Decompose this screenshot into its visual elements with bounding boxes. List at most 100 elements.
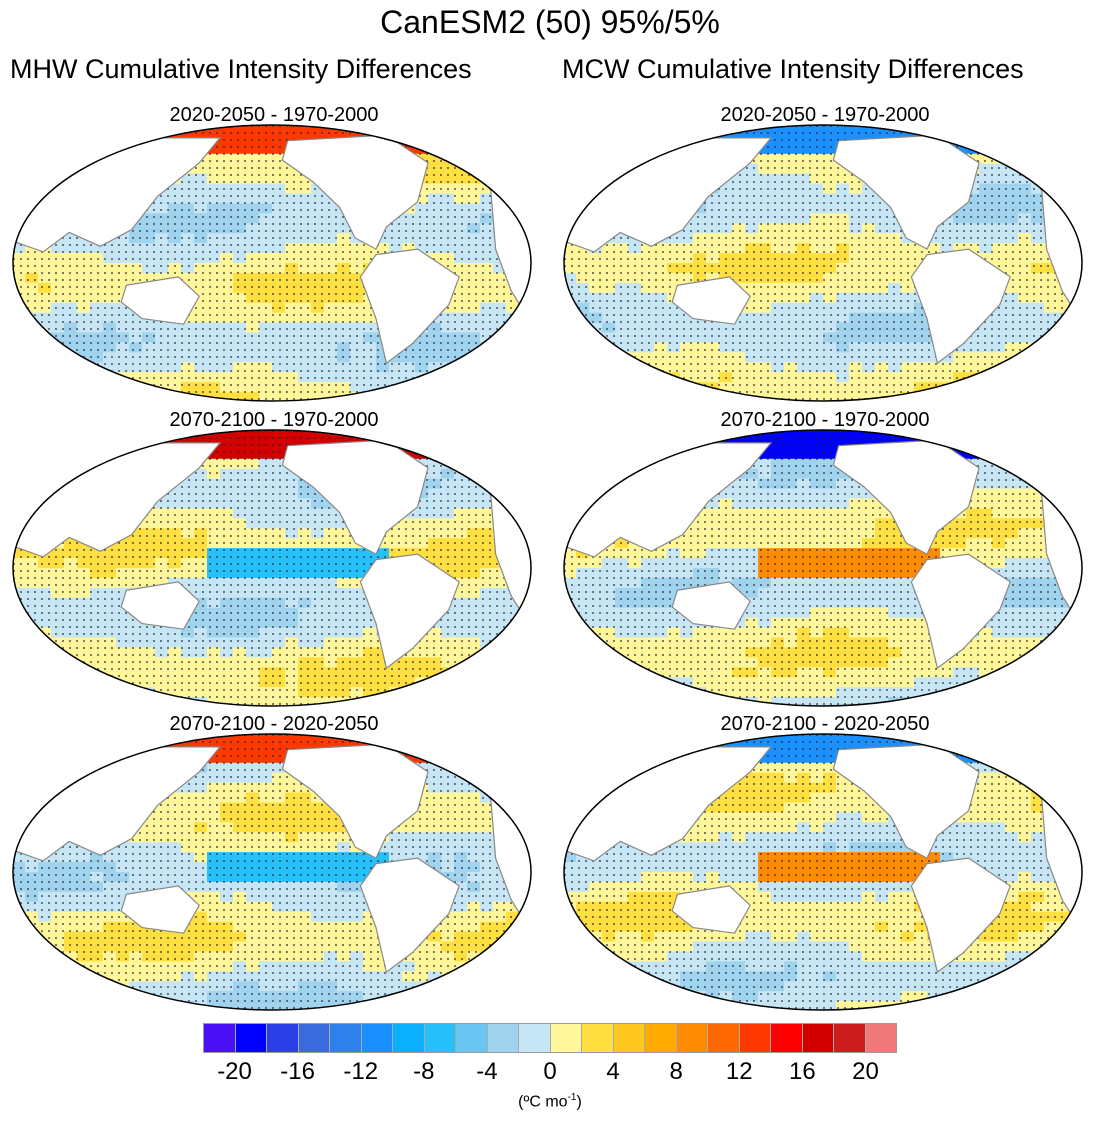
map-cell [25,687,39,699]
map-cell [1005,392,1019,401]
map-cell [454,752,468,764]
map-cell [1044,448,1058,460]
map-cell [64,734,78,744]
map-cell [589,478,603,490]
map-cell [51,392,65,401]
map-cell [13,478,26,490]
map-cell [480,742,494,754]
map-cell [77,143,91,155]
map-cell [389,125,403,135]
map-cell [103,382,117,394]
map-cell [129,392,143,401]
map-cell [77,752,91,764]
map-cell [480,430,494,440]
map-cell [1018,352,1032,364]
map-cell [13,792,26,804]
map-cell [564,362,577,374]
map-cell [480,153,494,165]
map-cell [1070,382,1082,394]
map-cell [467,125,481,135]
map-cell [493,448,507,460]
map-cell [654,687,668,699]
map-cell [402,430,416,440]
continent [671,581,751,630]
map-cell [51,372,65,384]
map-cell [589,647,603,659]
map-cell [1070,438,1082,450]
map-cell [441,372,455,384]
map-cell [927,125,941,135]
map-cell [519,430,531,440]
map-cell [519,782,531,794]
map-cell [64,143,78,155]
map-cell [506,448,520,460]
map-cell [1070,342,1082,354]
map-cell [90,677,104,689]
map-cell [589,677,603,689]
map-cell [480,362,494,374]
map-cell [1044,458,1058,470]
map-cell [506,382,520,394]
map-cell [51,752,65,764]
map-cell [363,125,377,135]
map-cell [1005,153,1019,165]
map-cell [25,332,39,344]
map-cell [103,734,117,744]
map-cell [576,498,590,510]
map-cell [116,734,130,744]
map-cell [1057,163,1071,175]
map-cell [155,734,169,744]
map-cell [25,392,39,401]
map-cell [979,438,993,450]
map-cell [564,125,577,135]
map-cell [706,392,720,401]
map-cell [493,677,507,689]
map-cell [564,637,577,649]
map-cell [168,697,182,706]
map-cell [519,382,531,394]
map-cell [90,382,104,394]
map-cell [519,332,531,344]
continent [120,276,200,325]
map-cell [51,382,65,394]
map-cell [628,143,642,155]
map-cell [25,362,39,374]
map-cell [1070,392,1082,401]
map-cell [1057,458,1071,470]
map-cell [602,133,616,145]
map-cell [519,438,531,450]
map-cell [25,468,39,480]
map-cell [493,342,507,354]
map-cell [1070,518,1082,530]
map-cell [77,133,91,145]
map-cell [441,677,455,689]
map-cell [402,133,416,145]
map-cell [564,392,577,401]
map-cell [13,430,26,440]
map-cell [415,734,429,744]
map-cell [506,458,520,470]
map-cell [706,697,720,706]
map-cell [103,687,117,699]
map-cell [506,667,520,679]
map-cell [1070,687,1082,699]
map-cell [576,458,590,470]
map-cell [1044,647,1058,659]
map-cell [129,430,143,440]
map-cell [628,372,642,384]
map-cell [589,687,603,699]
map-cell [454,153,468,165]
map-cell [77,125,91,135]
map-cell [979,687,993,699]
map-cell [576,183,590,195]
map-cell [506,183,520,195]
map-cell [467,448,481,460]
map-cell [519,362,531,374]
map-cell [1044,352,1058,364]
map-cell [628,362,642,374]
map-cell [979,677,993,689]
map-cell [576,352,590,364]
map-cell [51,772,65,784]
map-cell [116,697,130,706]
map-cell [589,125,603,135]
